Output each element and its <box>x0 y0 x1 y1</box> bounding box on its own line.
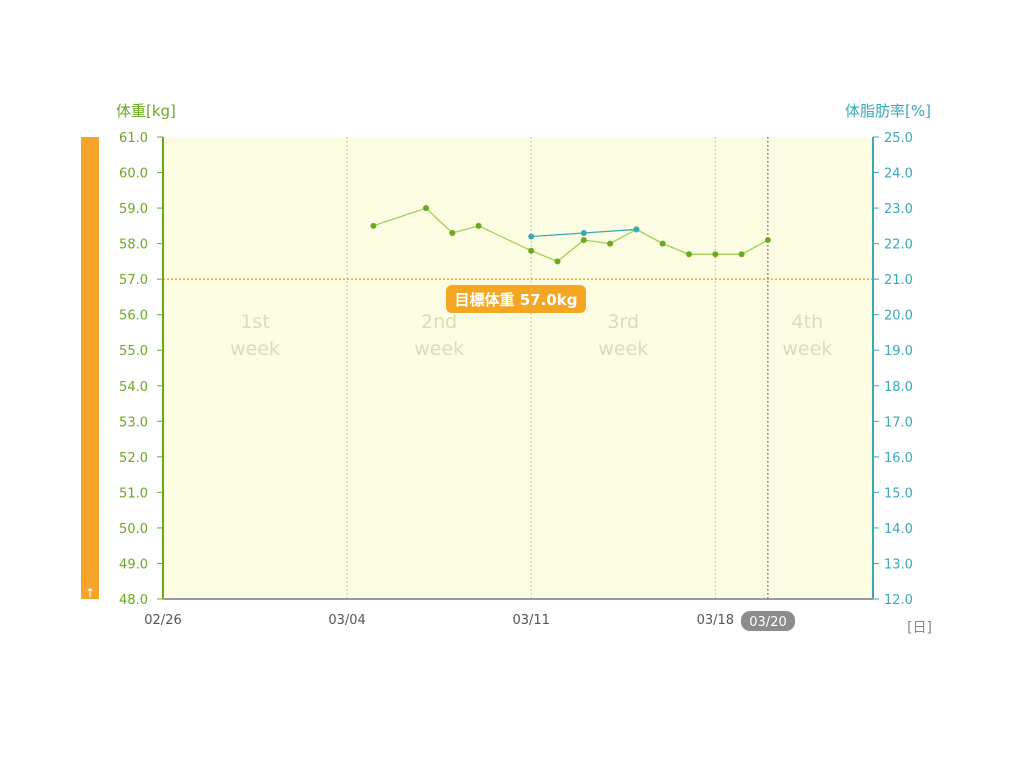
x-tick-label: 02/26 <box>144 613 181 628</box>
week-label-word: week <box>230 338 280 360</box>
week-label-number: 4th <box>792 311 824 333</box>
weight-point <box>370 222 377 229</box>
y-right-tick-label: 13.0 <box>884 557 913 572</box>
weight-point <box>607 240 614 247</box>
orange-side-bar[interactable] <box>81 137 99 599</box>
weight-point <box>686 251 692 258</box>
y-right-tick-label: 19.0 <box>884 344 913 359</box>
weight-point <box>712 251 719 258</box>
weight-line <box>373 207 769 263</box>
bodyfat-point <box>633 226 640 233</box>
ticks: 02/26 03/04 03/11 03/18 61.0 60.0 59.0 58.0 57.0… <box>119 131 913 628</box>
weight-point <box>528 247 535 254</box>
y-right-tick-label: 12.0 <box>884 593 913 608</box>
axes <box>162 137 874 600</box>
week-label-word: week <box>414 338 464 360</box>
week-label-word: week <box>598 338 648 360</box>
current-date-badge-bg <box>741 611 795 631</box>
y-left-tick-label: 49.0 <box>119 557 148 572</box>
goal-label: 目標体重 57.0kg <box>455 291 578 309</box>
weight-point <box>449 229 456 236</box>
bodyfat-point <box>580 229 587 236</box>
y-right-tick-label: 22.0 <box>884 238 913 253</box>
goal-line-group: 目標体重 57.0kg <box>163 278 873 313</box>
up-arrow-icon[interactable]: ↑ <box>85 586 95 600</box>
weight-point <box>554 258 561 265</box>
weight-point <box>738 251 745 258</box>
y-left-tick-label: 48.0 <box>119 593 148 608</box>
current-date-badge: 03/20 <box>741 611 795 631</box>
goal-label-bg <box>446 285 586 313</box>
y-right-tick-label: 24.0 <box>884 167 913 182</box>
week-label-word: week <box>782 338 832 360</box>
y-left-tick-label: 58.0 <box>119 238 148 253</box>
y-left-tick-label: 60.0 <box>119 167 148 182</box>
y-right-tick-label: 14.0 <box>884 522 913 537</box>
y-right-tick-label: 16.0 <box>884 451 913 466</box>
y-left-tick-label: 54.0 <box>119 380 148 395</box>
x-tick-label: 03/18 <box>697 613 734 628</box>
week-label-number: 2nd <box>421 311 457 333</box>
x-unit-label: [日] <box>907 620 932 636</box>
y-left-tick-label: 52.0 <box>119 451 148 466</box>
x-tick-label: 03/04 <box>328 613 365 628</box>
grid <box>346 137 769 599</box>
y-right-tick-label: 18.0 <box>884 380 913 395</box>
y-left-tick-label: 55.0 <box>119 344 148 359</box>
series-group <box>370 205 771 265</box>
weight-point <box>764 237 771 244</box>
y-left-axis-title: 体重[kg] <box>116 102 176 120</box>
current-date-badge-label: 03/20 <box>749 615 786 630</box>
y-left-tick-label: 61.0 <box>119 131 148 146</box>
y-left-tick-label: 53.0 <box>119 415 148 430</box>
y-left-tick-label: 50.0 <box>119 522 148 537</box>
week-labels: 1st week 2nd week 3rd week 4th week <box>230 311 832 360</box>
weight-point <box>659 240 666 247</box>
y-right-tick-label: 20.0 <box>884 309 913 324</box>
week-label-number: 3rd <box>607 311 639 333</box>
weight-point <box>423 205 429 212</box>
y-left-tick-label: 56.0 <box>119 309 148 324</box>
y-right-tick-label: 21.0 <box>884 273 913 288</box>
week-label-number: 1st <box>240 311 269 333</box>
y-left-tick-label: 59.0 <box>119 202 148 217</box>
weight-point <box>580 237 587 244</box>
y-right-axis-title: 体脂肪率[%] <box>845 102 931 120</box>
y-left-tick-label: 51.0 <box>119 486 148 501</box>
plot-background <box>163 137 873 599</box>
y-right-tick-label: 25.0 <box>884 131 913 146</box>
x-tick-label: 03/11 <box>512 613 549 628</box>
bodyfat-point <box>528 233 535 240</box>
y-right-tick-label: 17.0 <box>884 415 913 430</box>
y-right-tick-label: 15.0 <box>884 486 913 501</box>
weight-point <box>475 222 482 229</box>
y-left-tick-label: 57.0 <box>119 273 148 288</box>
y-right-tick-label: 23.0 <box>884 202 913 217</box>
